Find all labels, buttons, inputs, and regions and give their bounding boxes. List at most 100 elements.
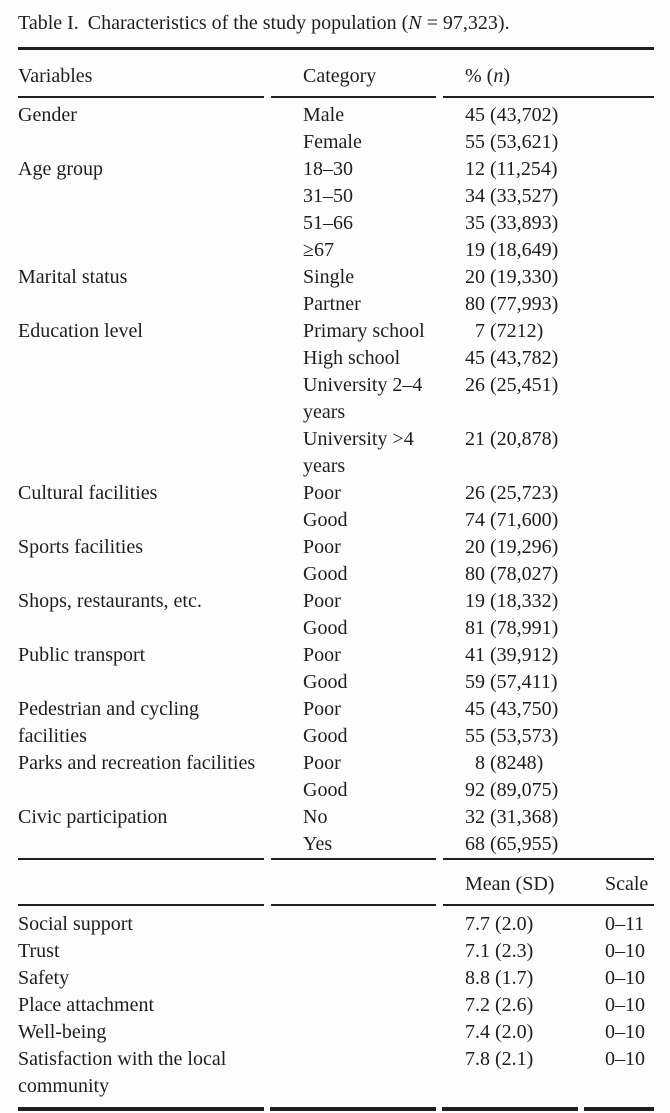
table-row: Safety 8.8 (1.7) 0–10 bbox=[18, 965, 654, 992]
percent-n-cell: 74 (71,600) bbox=[465, 507, 654, 534]
mean-sd-cell: 7.2 (2.6) bbox=[465, 994, 534, 1016]
variable-cell: Education level bbox=[18, 320, 143, 342]
category-cell: Poor bbox=[303, 536, 341, 558]
variable-cell: Satisfaction with the local community bbox=[18, 1048, 227, 1097]
scale-cell: 0–10 bbox=[605, 1048, 645, 1070]
table-row: Gender Male 45 (43,702) bbox=[18, 102, 654, 129]
table-row: Well-being 7.4 (2.0) 0–10 bbox=[18, 1019, 654, 1046]
category-cell: Good bbox=[303, 563, 348, 585]
section2-header-row: Mean (SD) Scale bbox=[18, 860, 654, 904]
percent-n-cell: 20 (19,330) bbox=[465, 264, 654, 291]
table-caption-label: Table I. bbox=[18, 12, 79, 34]
percent-value: 80 bbox=[465, 563, 485, 585]
category-cell: University 2–4 years bbox=[303, 374, 423, 423]
table-row: Yes 68 (65,955) bbox=[18, 831, 654, 858]
variable-cell: Trust bbox=[18, 940, 60, 962]
percent-value: 26 bbox=[465, 482, 485, 504]
percent-n-cell: 21 (20,878) bbox=[465, 426, 654, 480]
table-row: Marital status Single 20 (19,330) bbox=[18, 264, 654, 291]
category-cell: University >4 years bbox=[303, 428, 414, 477]
variable-cell: Safety bbox=[18, 967, 70, 989]
mean-sd-cell: 8.8 (1.7) bbox=[465, 967, 534, 989]
category-cell: Yes bbox=[303, 833, 333, 855]
variable-cell: Gender bbox=[18, 104, 77, 126]
section1-body: Gender Male 45 (43,702) Female 55 (53,621) Ag… bbox=[18, 102, 654, 858]
table-row: Good 81 (78,991) bbox=[18, 615, 654, 642]
category-cell: Poor bbox=[303, 752, 341, 774]
variable-cell: Civic participation bbox=[18, 806, 168, 828]
percent-n-cell: 80 (77,993) bbox=[465, 291, 654, 318]
category-cell: Poor bbox=[303, 698, 341, 720]
table-row: Age group 18–30 12 (11,254) bbox=[18, 156, 654, 183]
top-rule bbox=[18, 47, 654, 50]
variable-cell: Shops, restaurants, etc. bbox=[18, 590, 202, 612]
percent-n-cell: 92 (89,075) bbox=[465, 777, 654, 804]
table-caption-text: Characteristics of the study population … bbox=[87, 12, 510, 34]
percent-n-cell: 55 (53,621) bbox=[465, 129, 654, 156]
column-header-percent-n: % (n) bbox=[465, 65, 510, 87]
percent-value: 34 bbox=[465, 185, 485, 207]
percent-value: 8 bbox=[475, 752, 485, 774]
category-cell: No bbox=[303, 806, 328, 828]
percent-value: 68 bbox=[465, 833, 485, 855]
table-row: University 2–4 years 26 (25,451) bbox=[18, 372, 654, 426]
header-rule bbox=[18, 96, 654, 98]
table-row: Education level Primary school 7 (7212) bbox=[18, 318, 654, 345]
percent-value: 45 bbox=[465, 698, 485, 720]
percent-n-cell: 45 (43,782) bbox=[465, 345, 654, 372]
percent-value: 55 bbox=[465, 131, 485, 153]
percent-n-cell: 19 (18,332) bbox=[465, 588, 654, 615]
scale-cell: 0–11 bbox=[605, 913, 645, 935]
table-row: Good 80 (78,027) bbox=[18, 561, 654, 588]
table-row: Satisfaction with the local community 7.8 … bbox=[18, 1046, 654, 1100]
section2-header-rule bbox=[18, 904, 654, 906]
percent-value: 74 bbox=[465, 509, 485, 531]
mean-sd-cell: 7.7 (2.0) bbox=[465, 913, 534, 935]
section2-body: Social support 7.7 (2.0) 0–11 Trust 7.1 (2.3… bbox=[18, 911, 654, 1100]
table-row: 51–66 35 (33,893) bbox=[18, 210, 654, 237]
category-cell: Female bbox=[303, 131, 362, 153]
mean-sd-cell: 7.1 (2.3) bbox=[465, 940, 534, 962]
table-row: Good 74 (71,600) bbox=[18, 507, 654, 534]
percent-value: 20 bbox=[465, 266, 485, 288]
category-cell: Good bbox=[303, 779, 348, 801]
table-row: Partner 80 (77,993) bbox=[18, 291, 654, 318]
table-row: Shops, restaurants, etc. Poor 19 (18,332) bbox=[18, 588, 654, 615]
table-row: 31–50 34 (33,527) bbox=[18, 183, 654, 210]
table-row: Female 55 (53,621) bbox=[18, 129, 654, 156]
table-row: Good 59 (57,411) bbox=[18, 669, 654, 696]
mean-sd-cell: 7.8 (2.1) bbox=[465, 1048, 534, 1070]
table-row: ≥67 19 (18,649) bbox=[18, 237, 654, 264]
category-cell: High school bbox=[303, 347, 401, 369]
table-row: University >4 years 21 (20,878) bbox=[18, 426, 654, 480]
percent-n-cell: 26 (25,451) bbox=[465, 372, 654, 426]
percent-value: 7 bbox=[475, 320, 485, 342]
scale-cell: 0–10 bbox=[605, 1021, 645, 1043]
variable-cell: Social support bbox=[18, 913, 133, 935]
percent-n-cell: 34 (33,527) bbox=[465, 183, 654, 210]
percent-value: 20 bbox=[465, 536, 485, 558]
bottom-rule bbox=[18, 1107, 654, 1111]
section2-top-rule bbox=[18, 858, 654, 860]
category-cell: Good bbox=[303, 509, 348, 531]
percent-n-cell: 32 (31,368) bbox=[465, 804, 654, 831]
percent-value: 41 bbox=[465, 644, 485, 666]
column-header-mean-sd: Mean (SD) bbox=[465, 873, 555, 895]
table-row: Parks and recreation facilities Poor 8 (82… bbox=[18, 750, 654, 777]
table-row: Good 92 (89,075) bbox=[18, 777, 654, 804]
table-row: Civic participation No 32 (31,368) bbox=[18, 804, 654, 831]
column-header-category: Category bbox=[303, 65, 377, 87]
percent-value: 21 bbox=[465, 428, 485, 450]
percent-n-cell: 81 (78,991) bbox=[465, 615, 654, 642]
percent-value: 12 bbox=[465, 158, 485, 180]
percent-n-cell: 8 (8248) bbox=[465, 750, 654, 777]
category-cell: Male bbox=[303, 104, 345, 126]
table-row: Cultural facilities Poor 26 (25,723) bbox=[18, 480, 654, 507]
percent-value: 80 bbox=[465, 293, 485, 315]
percent-value: 59 bbox=[465, 671, 485, 693]
scales-table: Social support 7.7 (2.0) 0–11 Trust 7.1 (2.3… bbox=[18, 911, 654, 1100]
percent-value: 32 bbox=[465, 806, 485, 828]
category-cell: 18–30 bbox=[303, 158, 353, 180]
table-row: Sports facilities Poor 20 (19,296) bbox=[18, 534, 654, 561]
